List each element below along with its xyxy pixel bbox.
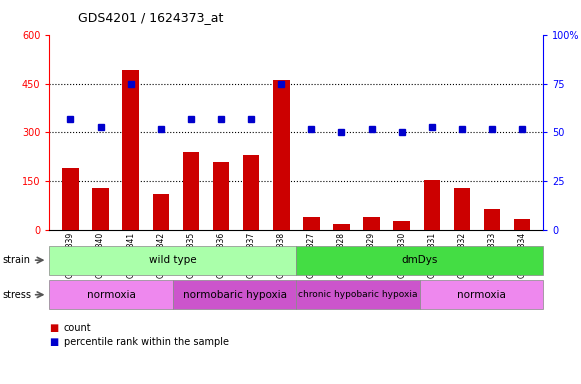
Text: dmDys: dmDys	[401, 255, 438, 265]
Text: percentile rank within the sample: percentile rank within the sample	[64, 337, 229, 347]
Bar	[363, 217, 380, 230]
Bar	[393, 220, 410, 230]
Text: normoxia: normoxia	[87, 290, 135, 300]
Bar	[182, 152, 199, 230]
Text: strain: strain	[3, 255, 31, 265]
Bar	[213, 162, 229, 230]
Text: ■: ■	[49, 323, 59, 333]
Text: wild type: wild type	[149, 255, 196, 265]
Bar	[92, 188, 109, 230]
Text: count: count	[64, 323, 92, 333]
Text: normobaric hypoxia: normobaric hypoxia	[182, 290, 286, 300]
Bar	[514, 219, 530, 230]
Bar	[303, 217, 320, 230]
Text: chronic hypobaric hypoxia: chronic hypobaric hypoxia	[298, 290, 418, 299]
Bar	[454, 188, 470, 230]
Bar	[153, 194, 169, 230]
Bar	[243, 156, 260, 230]
Text: stress: stress	[3, 290, 32, 300]
Bar	[333, 224, 350, 230]
Bar	[273, 80, 289, 230]
Bar	[484, 209, 500, 230]
Bar	[62, 169, 79, 230]
Bar	[424, 180, 440, 230]
Text: GDS4201 / 1624373_at: GDS4201 / 1624373_at	[78, 12, 224, 25]
Text: ■: ■	[49, 337, 59, 347]
Bar	[123, 71, 139, 230]
Text: normoxia: normoxia	[457, 290, 506, 300]
